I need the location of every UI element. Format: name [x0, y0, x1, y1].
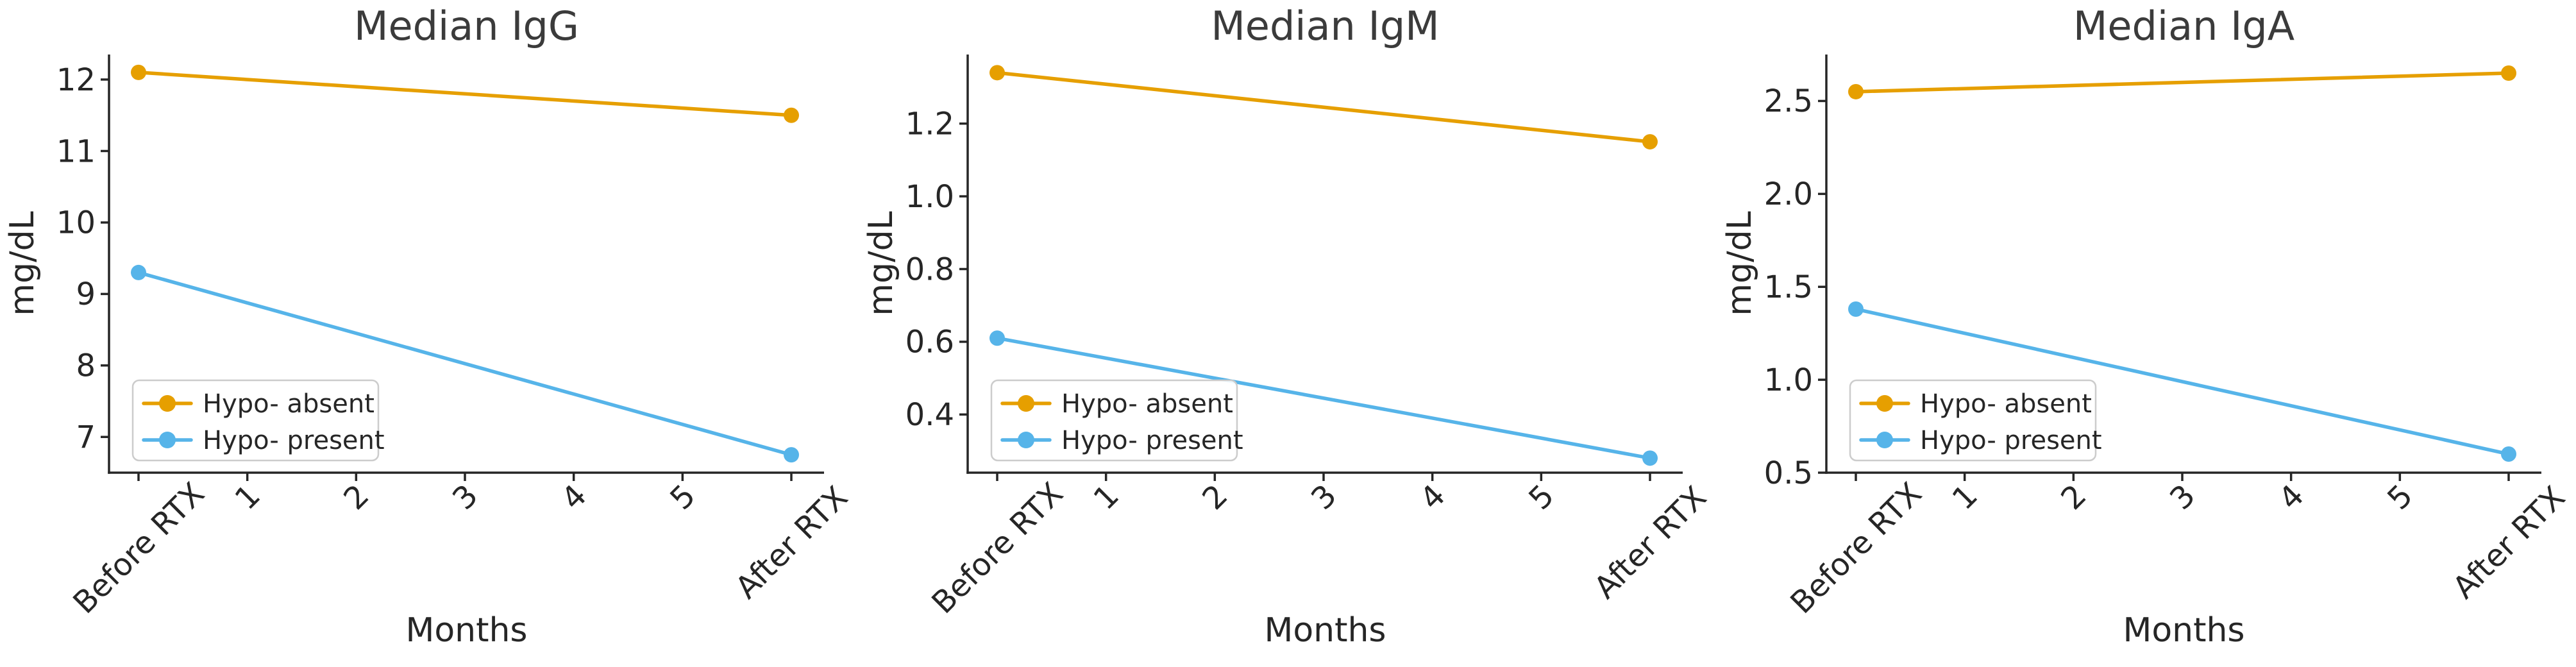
y-tick-label: 0.5	[1764, 455, 1813, 491]
y-axis-label: mg/dL	[862, 211, 900, 316]
data-point-hypo-present	[1642, 450, 1658, 466]
data-point-hypo-present	[131, 264, 146, 280]
legend-label-hypo-absent: Hypo- absent	[1920, 389, 2092, 419]
legend: Hypo- absent Hypo- present	[1849, 379, 2102, 462]
x-tick-label: 4	[555, 478, 594, 517]
x-tick-label: Before RTX	[925, 476, 1070, 621]
y-tick-label: 1.2	[905, 106, 954, 142]
y-tick-label: 0.8	[905, 251, 954, 287]
chart-median-igm: 0.4 0.6 0.8 1.0 1.2 Before RTX 1 2 3 4 5 After RTX H…	[859, 0, 1717, 667]
legend-box	[131, 379, 380, 462]
y-tick-label: 9	[76, 276, 96, 312]
y-axis-label: mg/dL	[3, 211, 42, 316]
chart-median-igg: 7 8 9 10 11 12 Before RTX 1 2 3 4 5 After RTX Hypo- a…	[0, 0, 859, 667]
x-tick-label: Before RTX	[1783, 476, 1928, 621]
series-line-hypo-absent	[137, 71, 793, 117]
series-line-hypo-present	[1854, 307, 2511, 456]
legend-label-hypo-absent: Hypo- absent	[1061, 389, 1233, 419]
x-tick-label: 1	[228, 478, 267, 517]
data-point-hypo-present	[989, 330, 1005, 346]
x-axis-label: Months	[405, 611, 527, 650]
y-tick-label: 11	[56, 133, 96, 169]
x-tick-label: 4	[2272, 478, 2311, 517]
data-point-hypo-absent	[1642, 134, 1658, 150]
legend-label-hypo-present: Hypo- present	[1061, 426, 1243, 455]
chart-title: Median IgG	[354, 3, 579, 49]
x-tick-label: 1	[1087, 478, 1126, 517]
x-tick-label: 4	[1413, 478, 1452, 517]
legend-marker-hypo-present	[1876, 432, 1893, 448]
chart-svg-median-igm: 0.4 0.6 0.8 1.0 1.2 Before RTX 1 2 3 4 5 After RTX H…	[862, 3, 1713, 650]
y-tick-label: 10	[56, 205, 96, 241]
y-tick-label: 0.6	[905, 325, 954, 360]
y-tick-label: 7	[76, 419, 96, 455]
y-tick-label: 1.0	[905, 179, 954, 215]
y-tick-label: 12	[56, 62, 96, 98]
x-tick-label: After RTX	[2446, 479, 2572, 605]
data-point-hypo-absent	[784, 107, 799, 123]
legend-label-hypo-present: Hypo- present	[203, 426, 385, 455]
x-tick-label: 2	[337, 478, 376, 517]
series-line-hypo-absent	[1854, 71, 2511, 94]
x-tick-label: Before RTX	[66, 476, 211, 621]
legend-marker-hypo-absent	[1876, 395, 1893, 412]
legend-marker-hypo-absent	[159, 395, 176, 412]
data-point-hypo-present	[1848, 301, 1864, 317]
x-axis-label: Months	[1264, 611, 1386, 650]
y-tick-label: 8	[76, 348, 96, 384]
legend-marker-hypo-absent	[1018, 395, 1034, 412]
data-point-hypo-absent	[131, 64, 146, 80]
series-line-hypo-absent	[995, 71, 1652, 144]
chart-title: Median IgM	[1211, 3, 1439, 49]
y-tick-label: 1.5	[1764, 269, 1813, 305]
y-axis-label: mg/dL	[1721, 211, 1759, 316]
y-tick-label: 2.5	[1764, 83, 1813, 119]
x-tick-label: 2	[1195, 478, 1234, 517]
x-tick-label: 1	[1946, 478, 1985, 517]
x-tick-label: 5	[2380, 478, 2420, 517]
y-tick-label: 2.0	[1764, 176, 1813, 212]
series-line-hypo-present	[995, 336, 1652, 460]
x-tick-label: 3	[2163, 478, 2202, 517]
data-point-hypo-present	[2501, 446, 2516, 462]
chart-svg-median-iga: 0.5 1.0 1.5 2.0 2.5 Before RTX 1 2 3 4 5 After RTX H…	[1721, 3, 2572, 650]
legend-marker-hypo-present	[159, 432, 176, 448]
chart-median-iga: 0.5 1.0 1.5 2.0 2.5 Before RTX 1 2 3 4 5 After RTX H…	[1717, 0, 2576, 667]
data-point-hypo-absent	[989, 65, 1005, 81]
legend-label-hypo-present: Hypo- present	[1920, 426, 2102, 455]
x-tick-label: After RTX	[728, 479, 855, 605]
x-tick-label: 3	[1304, 478, 1343, 517]
x-tick-label: 5	[663, 478, 702, 517]
y-tick-label: 0.4	[905, 397, 954, 433]
legend-marker-hypo-present	[1018, 432, 1034, 448]
data-point-hypo-absent	[2501, 65, 2516, 81]
series-line-hypo-present	[137, 271, 793, 457]
legend-box	[1849, 379, 2097, 462]
x-tick-label: After RTX	[1587, 479, 1713, 605]
legend-box	[990, 379, 1238, 462]
y-tick-label: 1.0	[1764, 362, 1813, 398]
x-tick-label: 2	[2054, 478, 2093, 517]
x-tick-label: 3	[446, 478, 485, 517]
legend-label-hypo-absent: Hypo- absent	[203, 389, 375, 419]
x-axis-label: Months	[2123, 611, 2244, 650]
chart-title: Median IgA	[2073, 3, 2294, 49]
data-point-hypo-present	[784, 447, 799, 463]
data-point-hypo-absent	[1848, 83, 1864, 99]
legend: Hypo- absent Hypo- present	[131, 379, 385, 462]
legend: Hypo- absent Hypo- present	[990, 379, 1243, 462]
x-tick-label: 5	[1522, 478, 1561, 517]
